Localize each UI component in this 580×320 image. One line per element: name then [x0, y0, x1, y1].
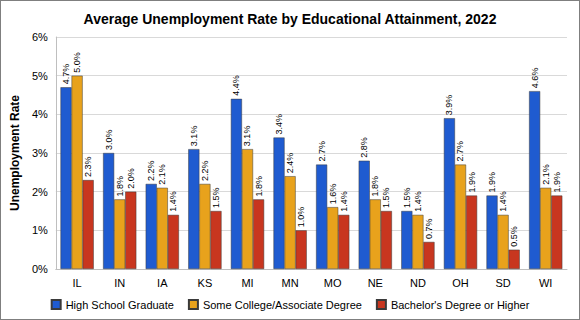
svg-text:2.8%: 2.8% — [359, 137, 369, 158]
svg-text:1%: 1% — [32, 224, 48, 236]
svg-text:3.0%: 3.0% — [104, 129, 114, 150]
svg-text:0.7%: 0.7% — [424, 218, 434, 239]
svg-text:2.3%: 2.3% — [83, 157, 93, 178]
svg-text:1.4%: 1.4% — [498, 191, 508, 212]
svg-text:1.4%: 1.4% — [339, 191, 349, 212]
svg-text:OH: OH — [452, 277, 469, 289]
svg-text:0%: 0% — [32, 263, 48, 275]
svg-text:IL: IL — [73, 277, 82, 289]
svg-text:1.6%: 1.6% — [328, 184, 338, 205]
svg-text:3.4%: 3.4% — [274, 114, 284, 135]
svg-text:WI: WI — [539, 277, 552, 289]
svg-text:1.9%: 1.9% — [552, 172, 562, 193]
svg-text:IA: IA — [157, 277, 168, 289]
svg-text:3.9%: 3.9% — [444, 95, 454, 116]
svg-text:IN: IN — [114, 277, 125, 289]
svg-text:2.4%: 2.4% — [285, 153, 295, 174]
svg-text:1.4%: 1.4% — [413, 191, 423, 212]
svg-text:1.0%: 1.0% — [296, 207, 306, 228]
svg-text:MI: MI — [241, 277, 253, 289]
svg-text:1.5%: 1.5% — [381, 187, 391, 208]
svg-text:4.7%: 4.7% — [61, 64, 71, 85]
svg-text:ND: ND — [410, 277, 426, 289]
svg-text:5%: 5% — [32, 70, 48, 82]
svg-text:1.8%: 1.8% — [254, 176, 264, 197]
svg-text:2.7%: 2.7% — [455, 141, 465, 162]
svg-text:4.6%: 4.6% — [530, 68, 540, 89]
svg-text:KS: KS — [198, 277, 213, 289]
svg-text:Average Unemployment Rate by E: Average Unemployment Rate by Educational… — [84, 11, 497, 27]
svg-text:3%: 3% — [32, 147, 48, 159]
svg-text:NE: NE — [368, 277, 383, 289]
svg-text:MO: MO — [324, 277, 342, 289]
svg-text:1.8%: 1.8% — [115, 176, 125, 197]
svg-text:1.5%: 1.5% — [402, 187, 412, 208]
svg-text:5.0%: 5.0% — [72, 52, 82, 73]
svg-text:Bachelor's Degree or Higher: Bachelor's Degree or Higher — [391, 299, 530, 311]
svg-text:3.1%: 3.1% — [189, 126, 199, 147]
svg-text:2%: 2% — [32, 186, 48, 198]
svg-text:4%: 4% — [32, 108, 48, 120]
svg-text:0.5%: 0.5% — [509, 226, 519, 247]
svg-text:2.1%: 2.1% — [541, 164, 551, 185]
svg-text:High School Graduate: High School Graduate — [66, 299, 174, 311]
svg-text:2.2%: 2.2% — [146, 160, 156, 181]
svg-text:2.1%: 2.1% — [157, 164, 167, 185]
svg-text:2.0%: 2.0% — [126, 168, 136, 189]
svg-text:6%: 6% — [32, 31, 48, 43]
svg-text:Unemployment Rate: Unemployment Rate — [8, 95, 22, 211]
svg-text:2.7%: 2.7% — [317, 141, 327, 162]
svg-text:MN: MN — [282, 277, 299, 289]
svg-text:1.5%: 1.5% — [211, 187, 221, 208]
svg-text:3.1%: 3.1% — [242, 126, 252, 147]
svg-text:1.8%: 1.8% — [370, 176, 380, 197]
svg-text:1.9%: 1.9% — [467, 172, 477, 193]
svg-text:1.4%: 1.4% — [168, 191, 178, 212]
svg-text:SD: SD — [495, 277, 510, 289]
svg-text:1.9%: 1.9% — [487, 172, 497, 193]
svg-text:2.2%: 2.2% — [200, 160, 210, 181]
svg-text:4.4%: 4.4% — [231, 75, 241, 96]
svg-text:Some College/Associate Degree: Some College/Associate Degree — [203, 299, 362, 311]
